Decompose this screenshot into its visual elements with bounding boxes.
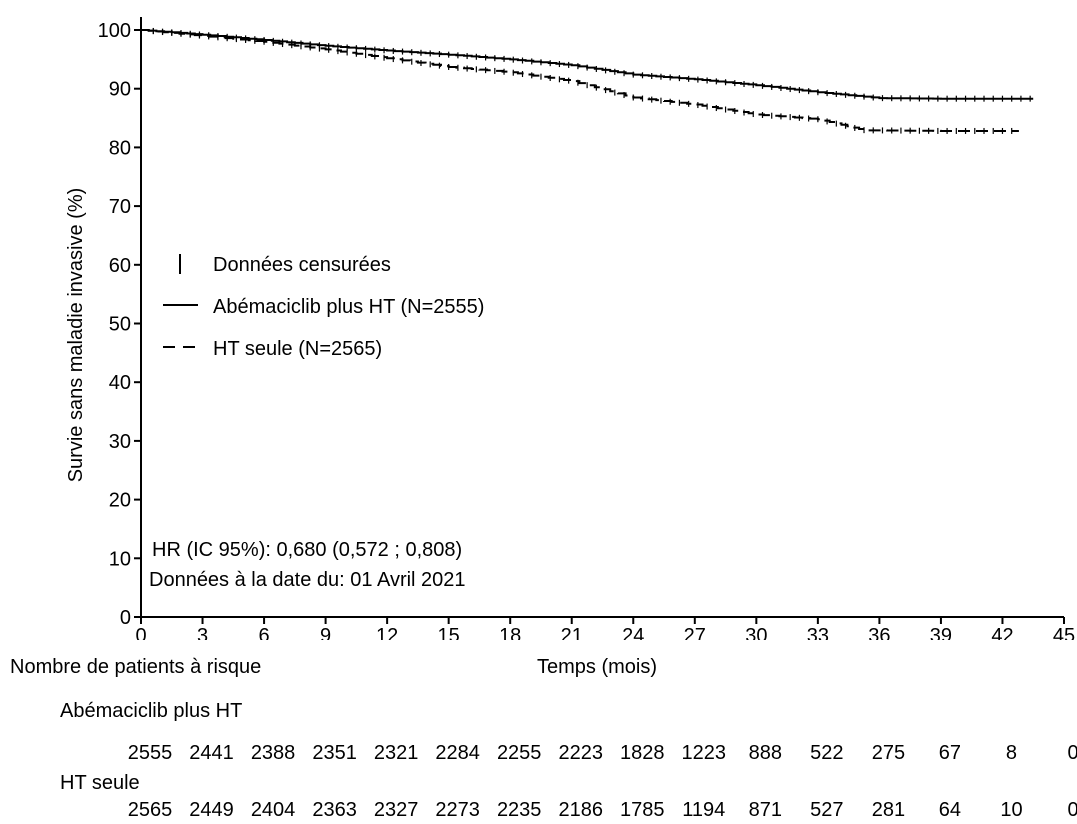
y-tick-label: 90 <box>109 79 131 101</box>
risk-value: 281 <box>871 799 906 821</box>
km-chart: 0 3 6 9 12 15 18 21 24 27 30 33 36 39 42 45010203040506… <box>98 17 1075 640</box>
legend-entry-ht: HT seule (N=2565) <box>213 338 382 360</box>
risk-value: 275 <box>871 742 906 764</box>
curve-abemaciclib <box>141 29 1034 100</box>
data-date-annotation: Données à la date du: 01 Avril 2021 <box>149 569 466 591</box>
legend-censored: Données censurées <box>213 254 391 276</box>
risk-value: 64 <box>938 799 962 821</box>
x-tick-label: 0 <box>135 625 146 640</box>
risk-value: 2223 <box>558 742 603 764</box>
risk-value: 2235 <box>496 799 542 821</box>
y-tick-label: 80 <box>109 137 131 159</box>
risk-value: 888 <box>748 742 783 764</box>
risk-value: 0 <box>1067 799 1077 821</box>
x-tick-label: 21 <box>561 625 583 640</box>
y-tick-label: 50 <box>109 314 131 336</box>
x-tick-label: 45 <box>1053 625 1075 640</box>
risk-value: 67 <box>938 742 962 764</box>
risk-value: 1785 <box>620 799 665 821</box>
risk-value: 2555 <box>127 742 173 764</box>
x-tick-label: 42 <box>991 625 1013 640</box>
x-tick-label: 18 <box>499 625 521 640</box>
risk-value: 2565 <box>127 799 173 821</box>
curve-ht <box>141 29 1019 132</box>
risk-value: 1223 <box>681 742 727 764</box>
hr-annotation: HR (IC 95%): 0,680 (0,572 ; 0,808) <box>152 539 463 561</box>
risk-value: 10 <box>1000 799 1023 821</box>
risk-value: 2441 <box>189 742 234 764</box>
legend-entry-abemaciclib: Abémaciclib plus HT (N=2555) <box>213 296 484 318</box>
x-tick-label: 3 <box>197 625 208 640</box>
y-tick-label: 60 <box>109 255 131 277</box>
x-tick-label: 15 <box>438 625 460 640</box>
risk-value: 0 <box>1067 742 1077 764</box>
risk-value: 2273 <box>435 799 480 821</box>
risk-value: 527 <box>810 799 844 821</box>
x-tick-label: 9 <box>320 625 331 640</box>
risk-value: 2404 <box>250 799 296 821</box>
x-tick-label: 30 <box>745 625 767 640</box>
x-tick-label: 24 <box>622 625 644 640</box>
x-axis-label: Temps (mois) <box>536 656 658 678</box>
risk-row-label-ht: HT seule <box>60 772 140 794</box>
risk-value: 2363 <box>312 799 357 821</box>
y-tick-label: 0 <box>120 607 131 629</box>
y-tick-label: 20 <box>109 490 131 512</box>
risk-value: 8 <box>1005 742 1018 764</box>
legend-censored-label: Données censurées <box>213 254 391 276</box>
risk-value: 1194 <box>682 799 726 821</box>
y-tick-label: 100 <box>98 20 131 42</box>
risk-value: 2321 <box>373 742 419 764</box>
risk-value: 522 <box>810 742 844 764</box>
risk-value: 2186 <box>558 799 603 821</box>
legend-label-abemaciclib: Abémaciclib plus HT (N=2555) <box>213 296 485 318</box>
risk-value: 2255 <box>496 742 542 764</box>
risk-value: 2388 <box>250 742 296 764</box>
x-tick-label: 33 <box>807 625 829 640</box>
curves <box>141 27 1034 134</box>
risk-value: 2351 <box>312 742 357 764</box>
legend-label-ht: HT seule (N=2565) <box>213 338 383 360</box>
axes: 0 3 6 9 12 15 18 21 24 27 30 33 36 39 42 45010203040506… <box>98 17 1075 640</box>
x-tick-label: 39 <box>930 625 952 640</box>
risk-row-label-abemaciclib: Abémaciclib plus HT <box>60 700 243 722</box>
risk-value: 1828 <box>620 742 665 764</box>
x-tick-label: 36 <box>868 625 890 640</box>
x-tick-label: 12 <box>376 625 398 640</box>
x-tick-label: 27 <box>684 625 706 640</box>
y-tick-label: 40 <box>109 372 131 394</box>
risk-value: 2284 <box>435 742 480 764</box>
risk-value: 2449 <box>189 799 234 821</box>
y-tick-label: 10 <box>109 548 131 570</box>
risk-value: 871 <box>748 799 783 821</box>
y-axis-label: Survie sans maladie invasive (%) <box>65 187 87 483</box>
y-tick-label: 30 <box>109 431 131 453</box>
y-tick-label: 70 <box>109 196 131 218</box>
risk-table-title: Nombre de patients à risque <box>10 656 262 678</box>
x-tick-label: 6 <box>259 625 270 640</box>
risk-value: 2327 <box>373 799 419 821</box>
